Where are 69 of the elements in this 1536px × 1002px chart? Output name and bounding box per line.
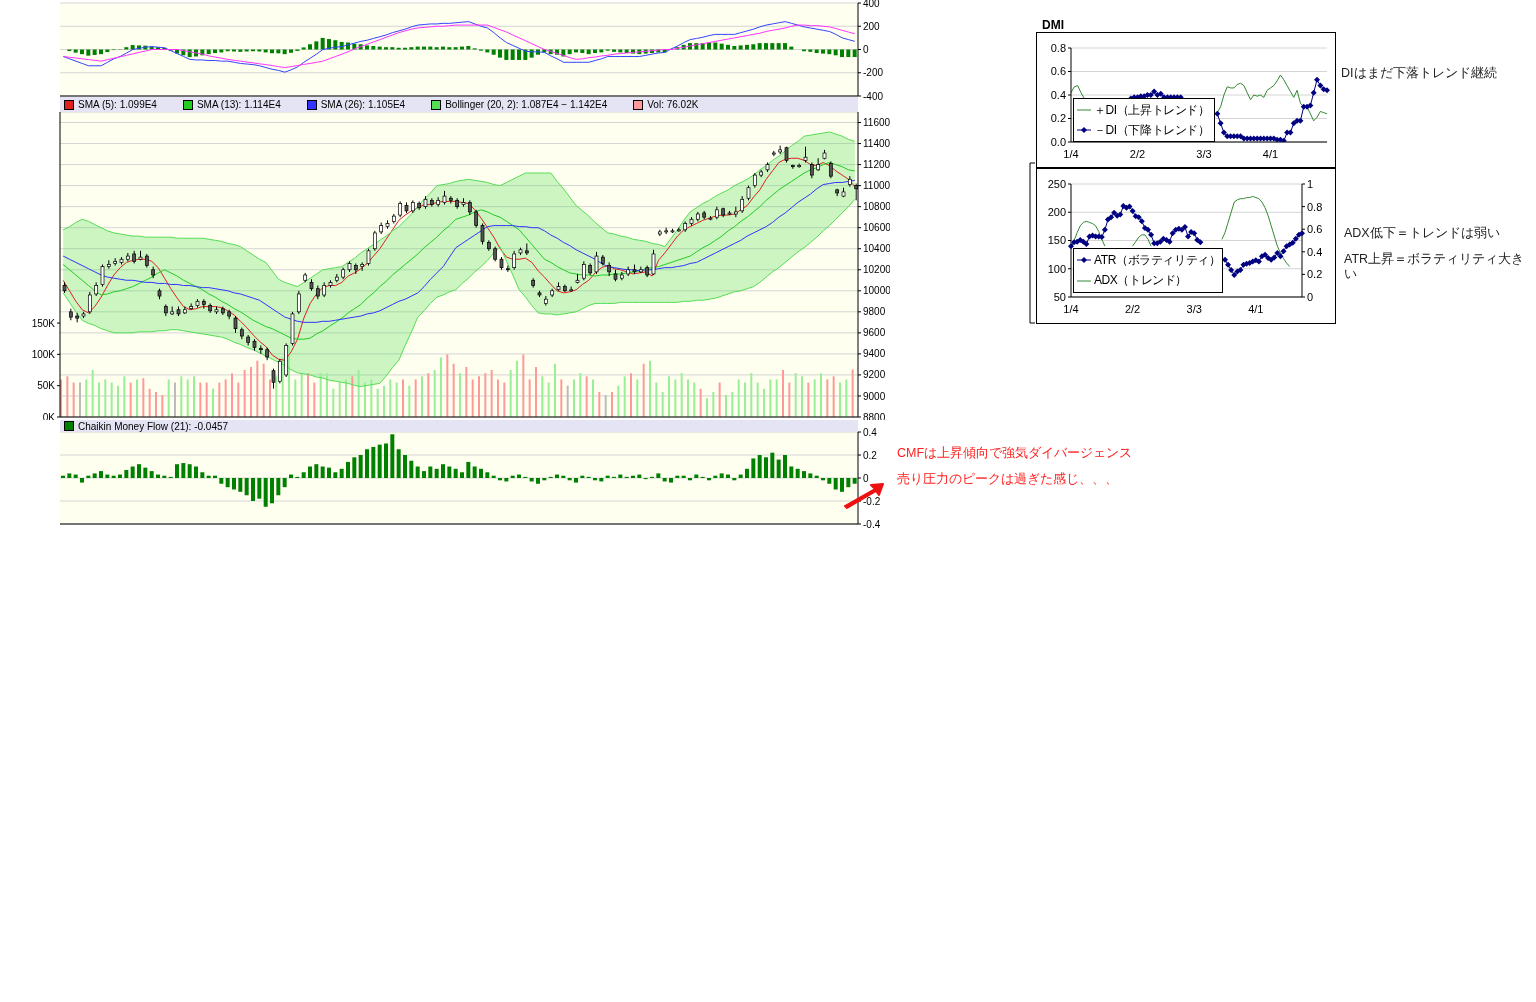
chart-title: DMI bbox=[1042, 18, 1064, 32]
y-tick-label: 400 bbox=[863, 0, 881, 9]
y-tick-label: 10800 bbox=[863, 201, 892, 213]
y-tick-label: 9000 bbox=[863, 390, 886, 402]
y-tick-label: -0.4 bbox=[863, 518, 881, 530]
legend-label: SMA (26): 1.105E4 bbox=[319, 99, 406, 110]
text: 売り圧力のピークは過ぎた感じ、、、 bbox=[897, 472, 1118, 487]
y-tick-label: -200 bbox=[863, 67, 884, 79]
y2-tick-label: 0 bbox=[1307, 290, 1314, 303]
y2-tick-label: 0.6 bbox=[1307, 223, 1323, 236]
legend-label: ADX（トレンド） bbox=[1093, 272, 1189, 290]
y-tick-label: 150 bbox=[1047, 234, 1066, 247]
legend-label: Bollinger (20, 2): 1.087E4 − 1.142E4 bbox=[444, 99, 608, 110]
y-tick-label: 9400 bbox=[863, 348, 886, 360]
y-tick-label: 11200 bbox=[863, 159, 891, 171]
legend-label: SMA (5): 1.099E4 bbox=[77, 99, 157, 110]
y-tick-label: 0.0 bbox=[1050, 135, 1066, 148]
y-tick-label: 0.4 bbox=[1050, 88, 1066, 101]
y-tick-label: 0.8 bbox=[1050, 41, 1066, 54]
y-tick-label: 9600 bbox=[863, 327, 886, 339]
y-tick-label: -400 bbox=[863, 90, 884, 102]
y-tick-label: 0 bbox=[863, 472, 869, 484]
legend-label: ATR（ボラティリティ） bbox=[1093, 251, 1221, 269]
y-tick-label: 9800 bbox=[863, 306, 886, 318]
text: ADX低下＝トレンドは弱い bbox=[1344, 226, 1501, 241]
x-tick-label: 3/3 bbox=[1186, 302, 1202, 315]
y-tick-label: 0.2 bbox=[863, 449, 878, 461]
y2-tick-label: 0.2 bbox=[1307, 268, 1323, 281]
y2-tick-label: 150K bbox=[31, 317, 56, 329]
legend-label: Vol: 76.02K bbox=[646, 99, 699, 110]
y-tick-label: 10200 bbox=[863, 264, 892, 276]
y2-tick-label: 0.8 bbox=[1307, 200, 1323, 213]
y2-tick-label: 0K bbox=[42, 411, 56, 423]
y-tick-label: 10600 bbox=[863, 222, 892, 234]
legend-label: SMA (13): 1.114E4 bbox=[195, 99, 281, 110]
y2-tick-label: 50K bbox=[37, 380, 56, 392]
y-tick-label: 50 bbox=[1053, 290, 1066, 303]
text: ATR上昇＝ボラティリティ大きい bbox=[1344, 252, 1526, 282]
y2-tick-label: 0.4 bbox=[1307, 245, 1323, 258]
legend-label: －DI（下降トレンド） bbox=[1093, 121, 1211, 139]
y-tick-label: 10000 bbox=[863, 285, 892, 297]
text: CMFは上昇傾向で強気ダイバージェンス bbox=[897, 446, 1133, 461]
legend-label: Chaikin Money Flow (21): -0.0457 bbox=[77, 420, 229, 432]
text: DIはまだ下落トレンド継続 bbox=[1341, 66, 1498, 81]
x-tick-label: 3/3 bbox=[1196, 147, 1212, 160]
x-tick-label: 4/1 bbox=[1262, 147, 1279, 160]
y-tick-label: 9200 bbox=[863, 369, 886, 381]
y-tick-label: 200 bbox=[1047, 206, 1066, 219]
y-tick-label: 100 bbox=[1047, 262, 1066, 275]
y2-tick-label: 100K bbox=[31, 348, 56, 360]
y-tick-label: 10400 bbox=[863, 243, 892, 255]
x-tick-label: 1/4 bbox=[1063, 302, 1079, 315]
y-tick-label: 8800 bbox=[863, 411, 886, 423]
y-tick-label: 0.2 bbox=[1050, 112, 1066, 125]
x-tick-label: 1/4 bbox=[1063, 147, 1079, 160]
y-tick-label: 11600 bbox=[863, 117, 891, 129]
y-tick-label: 0.4 bbox=[863, 426, 878, 438]
y2-tick-label: 1 bbox=[1307, 177, 1314, 190]
y-tick-label: 0 bbox=[863, 44, 869, 56]
y-tick-label: 200 bbox=[863, 20, 881, 32]
y-tick-label: 0.6 bbox=[1050, 65, 1066, 78]
y-tick-label: 11000 bbox=[863, 180, 891, 192]
x-tick-label: 2/2 bbox=[1129, 147, 1146, 160]
y-tick-label: 11400 bbox=[863, 138, 891, 150]
legend-label: ＋DI（上昇トレンド） bbox=[1093, 101, 1211, 119]
y-tick-label: 250 bbox=[1047, 177, 1066, 190]
x-tick-label: 2/2 bbox=[1124, 302, 1141, 315]
y-tick-label: -0.2 bbox=[863, 495, 881, 507]
x-tick-label: 4/1 bbox=[1248, 302, 1264, 315]
